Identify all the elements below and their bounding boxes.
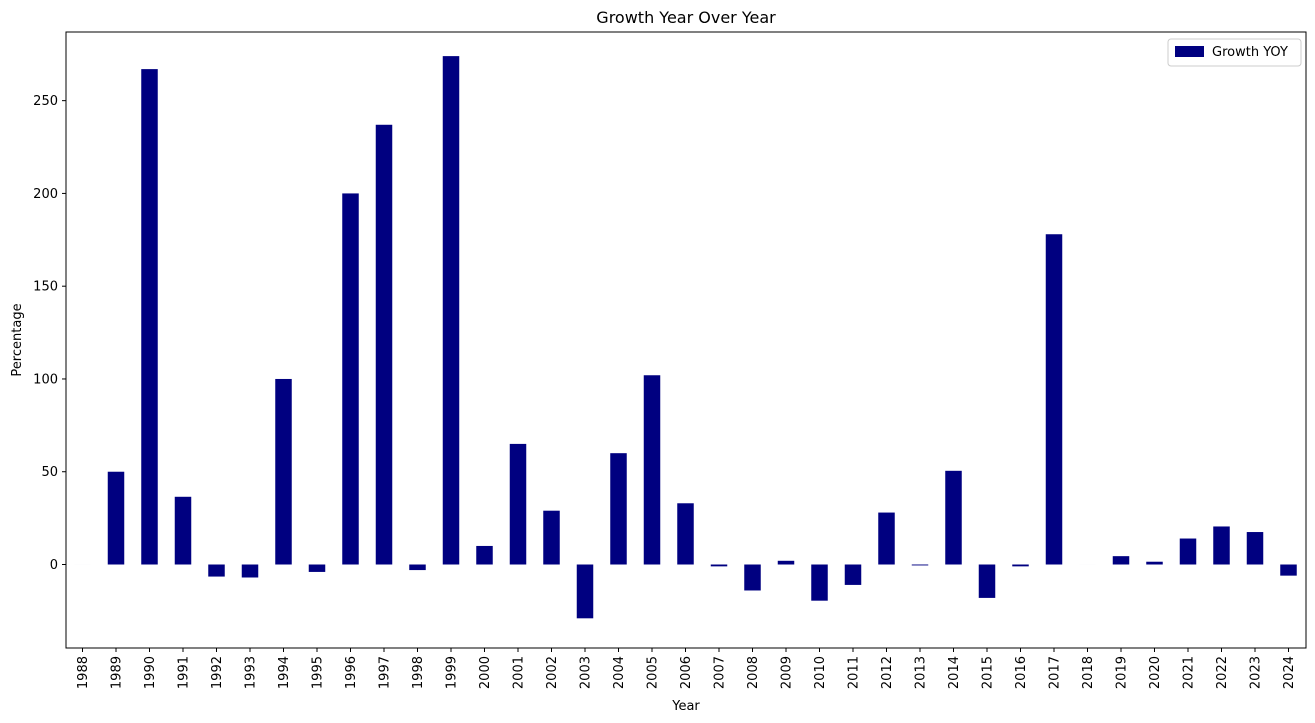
x-tick-label: 1989: [110, 656, 125, 689]
x-axis-label: Year: [671, 699, 700, 714]
bar-1995: [308, 564, 326, 572]
x-tick-label: 1995: [311, 656, 326, 689]
x-tick-label: 1998: [411, 656, 426, 689]
x-tick-label: 2007: [713, 656, 728, 689]
bar-2023: [1246, 532, 1264, 565]
bar-1996: [342, 193, 359, 565]
bar-2006: [677, 503, 694, 565]
legend-label: Growth YOY: [1212, 45, 1288, 60]
bar-2002: [543, 510, 560, 565]
x-tick-label: 2014: [947, 656, 962, 689]
y-tick-label: 50: [41, 465, 58, 480]
x-tick-label: 1991: [177, 656, 192, 689]
x-tick-label: 1994: [277, 656, 292, 689]
bar-2007: [710, 564, 728, 567]
x-tick-label: 2023: [1249, 656, 1264, 689]
bar-2009: [777, 560, 795, 565]
bar-2004: [610, 453, 627, 565]
x-tick-label: 2008: [746, 656, 761, 689]
x-tick-label: 2018: [1081, 656, 1096, 689]
legend-box: [1167, 38, 1302, 67]
x-tick-label: 2022: [1215, 656, 1230, 689]
legend-swatch: [1175, 46, 1204, 57]
x-tick-label: 2017: [1048, 656, 1063, 689]
bar-2010: [811, 564, 828, 601]
x-tick-label: 1996: [344, 656, 359, 689]
bar-2024: [1280, 564, 1297, 576]
x-tick-label: 2016: [1014, 656, 1029, 689]
x-tick-label: 1999: [445, 656, 460, 689]
x-tick-label: 2002: [545, 656, 560, 689]
bar-2013: [911, 564, 929, 566]
x-tick-label: 2024: [1282, 656, 1297, 689]
x-tick-label: 1990: [143, 656, 158, 689]
bar-1992: [208, 564, 225, 577]
bar-2014: [945, 470, 962, 565]
x-tick-label: 2004: [612, 656, 627, 689]
bar-2019: [1112, 556, 1130, 565]
bar-1990: [141, 69, 158, 565]
x-axis: 1988 1989 1990 1991 1992 1993 1994 1995 1996 1997…: [76, 648, 1297, 689]
y-axis-label: Percentage: [10, 303, 25, 376]
x-tick-label: 2011: [847, 656, 862, 689]
y-tick-label: 200: [33, 187, 58, 202]
y-tick-label: 150: [33, 280, 58, 295]
chart-title: Growth Year Over Year: [596, 8, 776, 27]
bar-2017: [1045, 234, 1063, 565]
bar-2011: [844, 564, 862, 585]
bar-1994: [275, 378, 292, 565]
bar-2005: [643, 375, 661, 565]
bar-2020: [1146, 561, 1163, 565]
x-tick-label: 2003: [579, 656, 594, 689]
bar-2001: [509, 443, 527, 565]
bar-2016: [1012, 564, 1029, 567]
bar-1997: [375, 124, 393, 565]
x-tick-label: 2013: [914, 656, 929, 689]
bar-1993: [241, 564, 259, 578]
bar-2015: [978, 564, 996, 598]
x-tick-label: 2006: [679, 656, 694, 689]
bar-2000: [476, 545, 493, 565]
y-axis: 0 50 100 150 200 250: [33, 94, 66, 573]
x-tick-label: 2001: [512, 656, 527, 689]
bar-2008: [744, 564, 761, 591]
bar-2003: [576, 564, 594, 619]
x-tick-label: 1992: [210, 656, 225, 689]
y-tick-label: 100: [33, 372, 58, 387]
x-tick-label: 1997: [378, 656, 393, 689]
y-tick-label: 250: [33, 94, 58, 109]
x-tick-label: 2021: [1182, 656, 1197, 689]
y-tick-label: 0: [50, 558, 58, 573]
bar-1989: [107, 471, 125, 565]
x-tick-label: 2010: [813, 656, 828, 689]
bar-2022: [1213, 526, 1230, 565]
bar-1998: [409, 564, 426, 571]
x-tick-label: 1988: [76, 656, 91, 689]
x-tick-label: 2020: [1148, 656, 1163, 689]
x-tick-label: 2000: [478, 656, 493, 689]
bar-2012: [878, 512, 895, 565]
bars-group: [74, 56, 1297, 619]
x-tick-label: 2019: [1115, 656, 1130, 689]
x-tick-label: 2005: [646, 656, 661, 689]
x-tick-label: 2012: [880, 656, 895, 689]
x-tick-label: 2009: [780, 656, 795, 689]
x-tick-label: 2015: [981, 656, 996, 689]
plot-frame: [65, 31, 1307, 649]
bar-1991: [174, 496, 192, 565]
bar-1999: [442, 56, 460, 565]
legend: Growth YOY: [1167, 38, 1302, 67]
bar-2021: [1179, 538, 1197, 565]
x-tick-label: 1993: [244, 656, 259, 689]
